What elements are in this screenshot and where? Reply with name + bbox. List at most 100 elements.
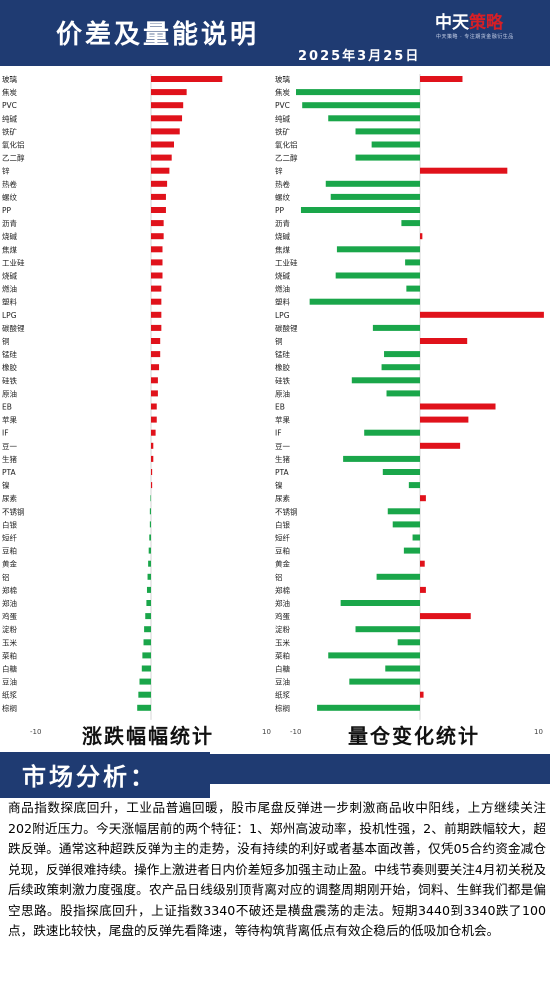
bar-charts-svg: 玻璃焦炭PVC纯碱铁矿氧化铝乙二醇锌热卷螺纹PP沥青烧碱焦煤工业硅烧碱燃油塑料L… bbox=[2, 74, 544, 736]
volume-bar bbox=[349, 678, 420, 685]
chart-caption-volume: 量仓变化统计 bbox=[348, 724, 480, 748]
change-category-label: 铁矿 bbox=[2, 126, 17, 136]
change-bar bbox=[138, 691, 151, 698]
volume-category-label: EB bbox=[275, 403, 285, 412]
volume-category-label: 乙二醇 bbox=[275, 153, 298, 163]
volume-category-label: 铁矿 bbox=[275, 126, 290, 136]
volume-bar bbox=[392, 521, 420, 528]
volume-bar bbox=[343, 455, 420, 462]
volume-category-label: 黄金 bbox=[275, 559, 290, 569]
change-bar bbox=[145, 613, 151, 620]
change-bar bbox=[149, 521, 151, 528]
change-bar bbox=[151, 324, 162, 331]
volume-bar bbox=[328, 652, 420, 659]
brand-logo: 中天策略 bbox=[435, 8, 503, 33]
volume-bar bbox=[296, 89, 420, 96]
change-bar bbox=[142, 652, 151, 659]
header-banner: 价差及量能说明 中天策略 中天策略 · 专注期货金融衍生品 2025年3月25日 bbox=[0, 0, 550, 66]
change-category-label: 短纤 bbox=[2, 533, 17, 543]
change-bar bbox=[148, 547, 151, 554]
change-bar bbox=[151, 246, 163, 253]
change-bar bbox=[151, 141, 174, 148]
change-bar bbox=[151, 207, 166, 213]
logo-main-text: 中天 bbox=[435, 13, 469, 33]
volume-category-label: 沥青 bbox=[275, 218, 290, 228]
change-bar bbox=[151, 298, 162, 305]
change-bar bbox=[151, 89, 187, 96]
change-bar bbox=[151, 429, 156, 436]
change-category-label: 原油 bbox=[2, 388, 17, 398]
volume-bar bbox=[317, 704, 420, 711]
volume-category-label: 纯碱 bbox=[275, 113, 290, 123]
volume-category-label: 锌 bbox=[275, 166, 283, 176]
volume-bar bbox=[420, 338, 468, 344]
volume-bar bbox=[385, 665, 420, 672]
change-bar bbox=[151, 220, 164, 227]
change-category-label: 铝 bbox=[2, 572, 10, 582]
change-bar bbox=[137, 704, 151, 711]
volume-bar bbox=[420, 403, 496, 410]
change-bar bbox=[141, 665, 151, 672]
volume-bar bbox=[420, 442, 461, 449]
change-bar bbox=[151, 167, 170, 174]
volume-category-label: 氧化铝 bbox=[275, 140, 298, 150]
volume-bar bbox=[302, 102, 420, 109]
change-bar bbox=[151, 154, 172, 161]
volume-category-label: 螺纹 bbox=[275, 192, 290, 202]
change-bar bbox=[149, 534, 151, 541]
volume-category-label: 棕榈 bbox=[275, 703, 290, 713]
change-bar bbox=[150, 495, 152, 502]
volume-category-label: 豆粕 bbox=[275, 546, 290, 556]
change-bar bbox=[151, 311, 162, 318]
change-category-label: 苹果 bbox=[2, 415, 17, 425]
volume-bar bbox=[335, 272, 420, 279]
volume-category-label: 塑料 bbox=[275, 297, 290, 307]
volume-category-label: 白糖 bbox=[275, 664, 290, 674]
change-bar bbox=[144, 626, 151, 633]
logo-subtitle: 中天策略 · 专注期货金融衍生品 bbox=[436, 34, 514, 40]
analysis-text: 商品指数探底回升，工业品普遍回暖，股市尾盘反弹进一步刺激商品收中阳线，上方继续关… bbox=[8, 800, 546, 938]
change-bar bbox=[147, 573, 151, 580]
volume-category-label: 不锈钢 bbox=[275, 506, 298, 516]
change-bar bbox=[151, 469, 153, 475]
volume-bar bbox=[376, 573, 420, 580]
change-bar bbox=[146, 586, 151, 593]
change-bar bbox=[151, 455, 154, 462]
change-category-label: 碳酸锂 bbox=[2, 323, 25, 333]
change-category-label: PTA bbox=[2, 468, 17, 477]
change-category-label: 棕榈 bbox=[2, 703, 17, 713]
volume-bar bbox=[420, 311, 544, 318]
change-tick-min: -10 bbox=[30, 728, 41, 736]
volume-category-label: PVC bbox=[275, 101, 290, 110]
volume-category-label: PTA bbox=[275, 468, 290, 477]
volume-category-label: 工业硅 bbox=[275, 257, 298, 267]
change-category-label: PVC bbox=[2, 101, 17, 110]
volume-category-label: 镍 bbox=[275, 480, 283, 490]
change-category-label: LPG bbox=[2, 311, 17, 320]
charts-area: 玻璃 焦炭 PVC 纯碱 铁矿 氧化铝 乙二醇锌热卷 螺纹 PP 沥青 烧碱 焦煤 工业硅 烧碱 燃油 塑料 L… bbox=[0, 66, 550, 746]
change-bar bbox=[151, 416, 157, 423]
volume-category-label: 焦煤 bbox=[275, 244, 290, 254]
volume-bar bbox=[397, 639, 420, 646]
volume-category-label: 原油 bbox=[275, 388, 290, 398]
change-category-label: 郑油 bbox=[2, 598, 17, 608]
volume-category-label: PP bbox=[275, 206, 285, 215]
volume-bar bbox=[405, 259, 420, 266]
volume-bar bbox=[340, 600, 420, 606]
change-category-label: 鸡蛋 bbox=[2, 611, 17, 621]
change-category-label: 不锈钢 bbox=[2, 506, 25, 516]
change-category-label: 铜 bbox=[2, 336, 10, 346]
change-category-label: 玉米 bbox=[2, 637, 17, 647]
analysis-box bbox=[0, 798, 550, 981]
volume-bar bbox=[384, 351, 420, 358]
change-category-label: 菜粕 bbox=[2, 650, 17, 660]
volume-category-label: 燃油 bbox=[275, 284, 290, 294]
volume-bar bbox=[401, 220, 420, 227]
volume-tick-max: 10 bbox=[534, 728, 543, 736]
volume-category-label: 郑油 bbox=[275, 598, 290, 608]
volume-bar bbox=[372, 324, 420, 331]
change-bar bbox=[146, 600, 151, 606]
volume-category-label: LPG bbox=[275, 311, 290, 320]
volume-bar bbox=[420, 691, 424, 698]
change-category-label: 螺纹 bbox=[2, 192, 17, 202]
